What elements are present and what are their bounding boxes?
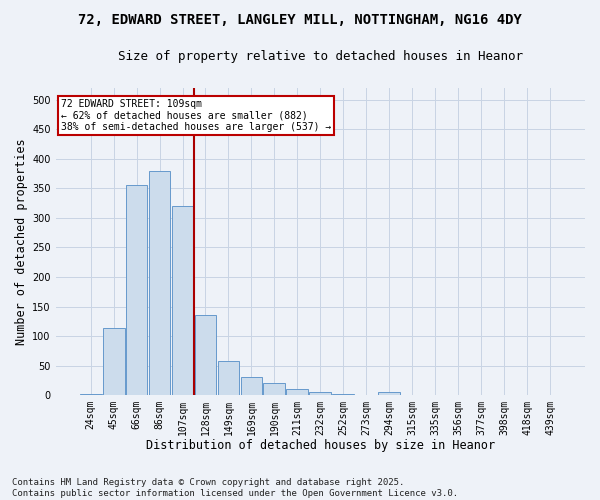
Bar: [241, 378, 262, 395]
Bar: [263, 384, 285, 395]
Y-axis label: Number of detached properties: Number of detached properties: [15, 138, 28, 345]
Bar: [379, 392, 400, 395]
Bar: [286, 390, 308, 395]
Bar: [218, 361, 239, 395]
Title: Size of property relative to detached houses in Heanor: Size of property relative to detached ho…: [118, 50, 523, 63]
Bar: [172, 206, 193, 395]
Text: Contains HM Land Registry data © Crown copyright and database right 2025.
Contai: Contains HM Land Registry data © Crown c…: [12, 478, 458, 498]
Text: 72 EDWARD STREET: 109sqm
← 62% of detached houses are smaller (882)
38% of semi-: 72 EDWARD STREET: 109sqm ← 62% of detach…: [61, 98, 331, 132]
Bar: [125, 186, 148, 395]
Bar: [332, 394, 354, 395]
Text: 72, EDWARD STREET, LANGLEY MILL, NOTTINGHAM, NG16 4DY: 72, EDWARD STREET, LANGLEY MILL, NOTTING…: [78, 12, 522, 26]
Bar: [401, 394, 423, 395]
Bar: [194, 316, 217, 395]
Bar: [310, 392, 331, 395]
Bar: [355, 394, 377, 395]
Bar: [103, 328, 125, 395]
Bar: [80, 394, 101, 395]
X-axis label: Distribution of detached houses by size in Heanor: Distribution of detached houses by size …: [146, 440, 495, 452]
Bar: [149, 170, 170, 395]
